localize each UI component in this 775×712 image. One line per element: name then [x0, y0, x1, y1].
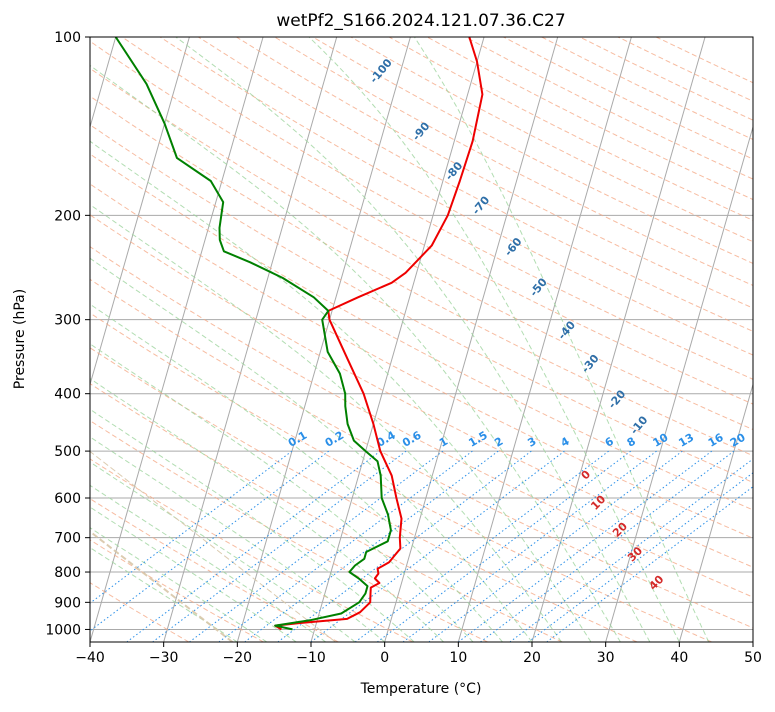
y-tick-label: 100 — [54, 30, 81, 46]
x-axis: −40 −30 −20 −10 0 10 20 30 40 50 — [75, 642, 762, 666]
y-tick-label: 1000 — [45, 622, 81, 638]
y-tick-label: 700 — [54, 531, 81, 547]
x-tick-label: 40 — [670, 650, 688, 666]
y-tick-label: 900 — [54, 595, 81, 611]
y-tick-label: 400 — [54, 387, 81, 403]
y-axis-label: Pressure (hPa) — [12, 289, 28, 389]
chart-title: wetPf2_S166.2024.121.07.36.C27 — [276, 11, 565, 31]
x-tick-label: 30 — [597, 650, 615, 666]
y-tick-label: 300 — [54, 313, 81, 329]
x-tick-label: −30 — [149, 650, 179, 666]
x-tick-label: −10 — [296, 650, 326, 666]
isotherm-line — [753, 37, 775, 642]
x-tick-label: 10 — [449, 650, 467, 666]
x-tick-label: 0 — [380, 650, 389, 666]
x-tick-label: 50 — [744, 650, 762, 666]
x-tick-label: −40 — [75, 650, 105, 666]
y-axis: 100 200 300 400 500 600 700 800 900 1000 — [45, 30, 90, 638]
y-tick-label: 200 — [54, 208, 81, 224]
x-tick-label: −20 — [223, 650, 253, 666]
x-tick-label: 20 — [523, 650, 541, 666]
y-tick-label: 500 — [54, 444, 81, 460]
y-tick-label: 800 — [54, 565, 81, 581]
y-tick-label: 600 — [54, 491, 81, 507]
mixing-ratio-label: 25 — [757, 431, 775, 450]
x-axis-label: Temperature (°C) — [360, 681, 482, 697]
